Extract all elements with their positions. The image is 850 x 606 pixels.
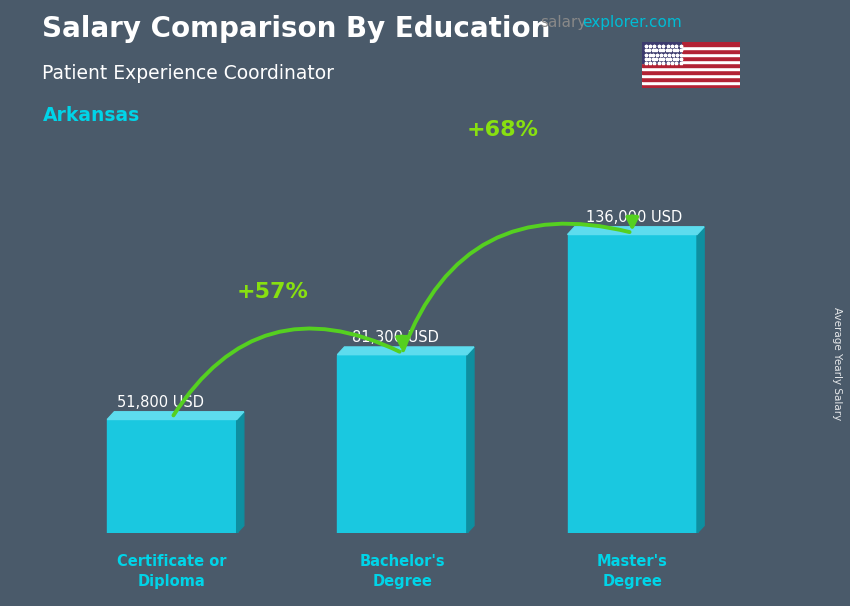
Text: Bachelor's
Degree: Bachelor's Degree bbox=[360, 554, 445, 589]
Text: 136,000 USD: 136,000 USD bbox=[586, 210, 683, 225]
Bar bbox=[568, 235, 697, 533]
Text: Arkansas: Arkansas bbox=[42, 106, 139, 125]
Text: +57%: +57% bbox=[236, 282, 309, 302]
Text: Salary Comparison By Education: Salary Comparison By Education bbox=[42, 15, 551, 43]
Polygon shape bbox=[467, 347, 474, 533]
Text: Certificate or
Diploma: Certificate or Diploma bbox=[117, 554, 227, 589]
Bar bbox=[642, 50, 740, 53]
Bar bbox=[642, 74, 740, 78]
Bar bbox=[107, 419, 236, 533]
Text: Master's
Degree: Master's Degree bbox=[597, 554, 668, 589]
Polygon shape bbox=[568, 227, 704, 235]
Polygon shape bbox=[236, 411, 244, 533]
Bar bbox=[642, 64, 740, 67]
Bar bbox=[642, 84, 740, 88]
Bar bbox=[642, 46, 740, 50]
Polygon shape bbox=[107, 411, 244, 419]
Bar bbox=[642, 53, 740, 56]
Bar bbox=[642, 56, 740, 60]
Bar bbox=[642, 60, 740, 64]
Text: Patient Experience Coordinator: Patient Experience Coordinator bbox=[42, 64, 335, 82]
Text: salary: salary bbox=[540, 15, 586, 30]
Text: 51,800 USD: 51,800 USD bbox=[117, 395, 204, 410]
Bar bbox=[642, 67, 740, 70]
Bar bbox=[642, 70, 740, 74]
Bar bbox=[642, 78, 740, 81]
Text: 81,300 USD: 81,300 USD bbox=[352, 330, 439, 345]
Polygon shape bbox=[697, 227, 704, 533]
Bar bbox=[337, 355, 467, 533]
Polygon shape bbox=[337, 347, 474, 355]
Text: +68%: +68% bbox=[467, 120, 539, 140]
Text: explorer.com: explorer.com bbox=[582, 15, 682, 30]
Text: Average Yearly Salary: Average Yearly Salary bbox=[832, 307, 842, 420]
Bar bbox=[642, 42, 740, 46]
Bar bbox=[642, 42, 681, 64]
Bar bbox=[642, 81, 740, 84]
